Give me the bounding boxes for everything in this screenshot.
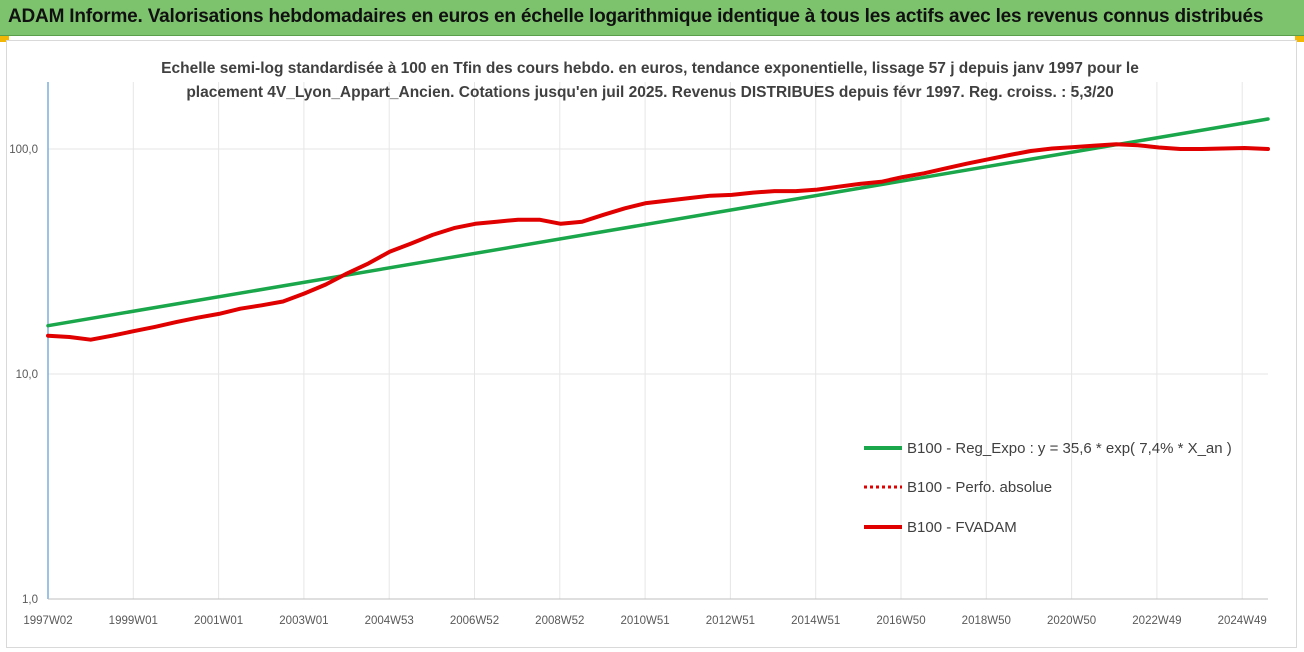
- x-tick-label: 2001W01: [194, 615, 243, 627]
- legend-label: B100 - FVADAM: [907, 519, 1017, 536]
- chart-subtitle: Echelle semi-log standardisée à 100 en T…: [161, 60, 1139, 101]
- x-tick-label: 2018W50: [962, 615, 1011, 627]
- y-tick-label: 100,0: [9, 144, 38, 156]
- x-tick-labels: 1997W02 1999W01 2001W01 2003W01 2004W53 2006W…: [23, 615, 1266, 627]
- x-tick-label: 1997W02: [23, 615, 72, 627]
- x-tick-label: 2012W51: [706, 615, 755, 627]
- chart-subtitle-line: placement 4V_Lyon_Appart_Ancien. Cotatio…: [186, 84, 1113, 101]
- header-banner: ADAM Informe. Valorisations hebdomadaire…: [0, 0, 1304, 36]
- y-tick-labels: 100,0 10,0 1,0: [9, 144, 38, 606]
- chart-subtitle-line: Echelle semi-log standardisée à 100 en T…: [161, 60, 1139, 77]
- x-tick-label: 2010W51: [620, 615, 669, 627]
- page-title: ADAM Informe. Valorisations hebdomadaire…: [8, 6, 1264, 27]
- legend-label: B100 - Perfo. absolue: [907, 479, 1052, 496]
- x-tick-label: 2014W51: [791, 615, 840, 627]
- y-tick-label: 10,0: [16, 369, 38, 381]
- x-tick-label: 2016W50: [876, 615, 925, 627]
- y-tick-label: 1,0: [22, 594, 38, 606]
- series-lines: [46, 117, 1270, 342]
- x-tick-label: 2024W49: [1218, 615, 1267, 627]
- legend: B100 - Reg_Expo : y = 35,6 * exp( 7,4% *…: [864, 440, 1232, 536]
- x-tick-label: 2006W52: [450, 615, 499, 627]
- series-line-regression: [46, 117, 1270, 328]
- x-tick-label: 2022W49: [1132, 615, 1181, 627]
- legend-label: B100 - Reg_Expo : y = 35,6 * exp( 7,4% *…: [907, 440, 1232, 457]
- x-tick-label: 2008W52: [535, 615, 584, 627]
- corner-marker-left: [0, 36, 9, 42]
- corner-marker-right: [1295, 36, 1304, 42]
- chart-frame: [6, 40, 1297, 648]
- x-tick-label: 1999W01: [109, 615, 158, 627]
- x-tick-label: 2003W01: [279, 615, 328, 627]
- axes: [47, 82, 1268, 600]
- x-tick-label: 2020W50: [1047, 615, 1096, 627]
- x-tick-label: 2004W53: [365, 615, 414, 627]
- grid-lines: [47, 82, 1268, 600]
- series-line-fvadam: [46, 142, 1270, 342]
